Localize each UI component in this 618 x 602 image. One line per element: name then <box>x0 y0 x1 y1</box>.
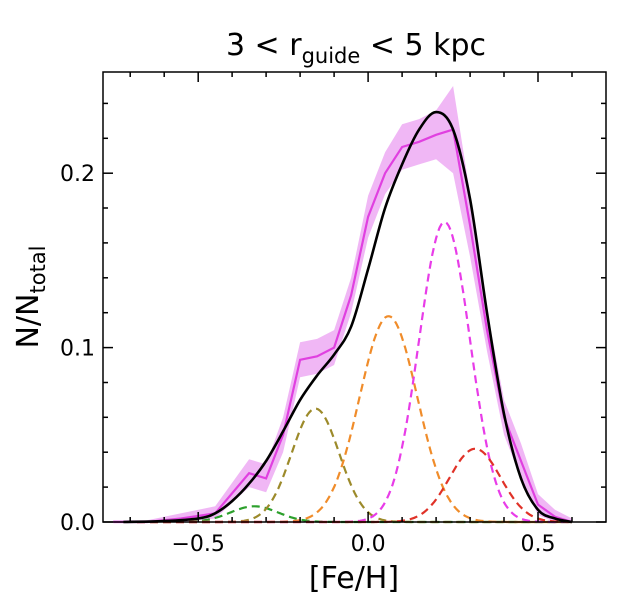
title-suffix: < 5 kpc <box>360 28 486 63</box>
y-tick-label: 0.1 <box>60 337 95 362</box>
y-tick-label: 0.2 <box>60 162 95 187</box>
plot-frame <box>102 71 607 523</box>
ticks: −0.5 0.0 0.5 0.0 0.1 0.2 <box>60 72 606 557</box>
y-label-main: N/N <box>11 294 46 349</box>
title-subscript: guide <box>302 44 361 68</box>
chart-title: 3 < rguide < 5 kpc <box>226 28 486 68</box>
title-prefix: 3 < r <box>226 28 302 63</box>
x-tick-label: 0.0 <box>351 532 386 557</box>
y-tick-label: 0.0 <box>60 511 95 536</box>
histogram-uncertainty-band <box>113 86 572 522</box>
total-model-line <box>123 110 573 524</box>
plot-area <box>113 86 573 524</box>
x-axis-label: [Fe/H] <box>309 561 399 596</box>
x-tick-label: −0.5 <box>171 532 224 557</box>
y-label-subscript: total <box>26 245 50 293</box>
y-axis-label: N/Ntotal <box>11 245 50 348</box>
x-tick-label: 0.5 <box>521 532 556 557</box>
